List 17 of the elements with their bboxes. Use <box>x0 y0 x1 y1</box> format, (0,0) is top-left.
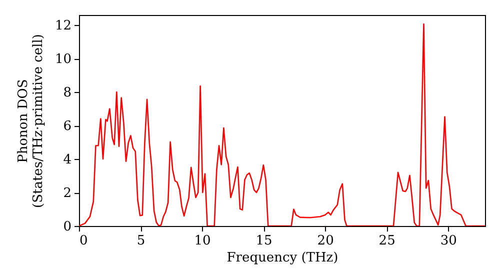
y-tick-label: 6 <box>63 119 72 134</box>
y-tick-label: 4 <box>63 152 72 168</box>
x-tick-label: 30 <box>440 234 457 248</box>
x-tick-label: 10 <box>194 234 211 248</box>
x-axis-title: Frequency (THz) <box>226 250 338 266</box>
x-tick-label: 20 <box>317 234 334 248</box>
x-tick-label: 5 <box>136 234 146 248</box>
y-tick-label: 8 <box>63 86 72 101</box>
x-tick-label: 0 <box>80 234 88 248</box>
y-tick-label: 2 <box>63 186 72 202</box>
line-series <box>79 23 485 226</box>
x-tick-label: 15 <box>256 234 272 248</box>
y-tick-label: 12 <box>54 18 72 34</box>
y-tick-label: 10 <box>54 52 72 68</box>
y-tick-label: 0 <box>63 220 72 234</box>
x-tick-label: 25 <box>378 234 396 248</box>
y-axis-title: Phonon DOS (States/THz·primitive cell) <box>16 34 46 208</box>
